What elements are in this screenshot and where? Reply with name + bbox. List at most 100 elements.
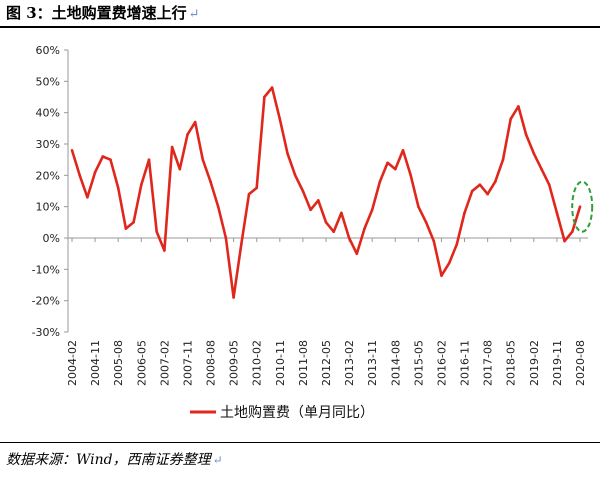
- data-point: [309, 208, 312, 212]
- data-point: [517, 105, 520, 108]
- data-point: [247, 192, 251, 196]
- data-point: [478, 183, 482, 186]
- data-point: [193, 120, 197, 124]
- data-point: [317, 199, 320, 202]
- data-point: [293, 174, 297, 177]
- y-axis: -30% -20% -10% 0% 10% 20% 30% 40% 50% 60%: [32, 44, 69, 339]
- data-point: [424, 221, 428, 224]
- data-point: [201, 158, 205, 161]
- data-point: [370, 208, 374, 212]
- annotation-layer: [571, 180, 594, 233]
- x-tick-label: 2009-05: [228, 340, 241, 386]
- data-point: [440, 274, 443, 277]
- y-tick-label: 50%: [36, 75, 60, 88]
- data-point: [109, 158, 112, 161]
- y-tick-label: -20%: [32, 295, 60, 308]
- x-tick-label: 2007-02: [158, 340, 171, 386]
- x-tick-label: 2014-08: [389, 340, 402, 386]
- y-tick-label: 20%: [36, 169, 60, 182]
- data-point: [278, 117, 282, 121]
- x-tick-label: 2020-08: [574, 340, 587, 386]
- data-point: [363, 227, 366, 230]
- data-point: [186, 133, 189, 136]
- figure-title: 图 3：土地购置费增速上行 ↵: [6, 2, 200, 23]
- data-point: [340, 211, 343, 215]
- x-tick-label: 2007-11: [181, 340, 194, 386]
- y-tick-label: 60%: [36, 44, 60, 57]
- data-point: [332, 230, 336, 233]
- y-tick-label: 40%: [36, 107, 60, 120]
- data-source-text: 数据来源：Wind，西南证券整理: [6, 452, 211, 468]
- data-point: [432, 239, 436, 243]
- series-layer: [70, 86, 582, 299]
- x-tick-label: 2015-05: [412, 340, 425, 386]
- data-point: [78, 174, 81, 177]
- data-point: [455, 243, 459, 246]
- data-source: 数据来源：Wind，西南证券整理 ↵: [6, 449, 223, 469]
- data-point: [347, 236, 351, 240]
- y-tick-label: 0%: [43, 232, 60, 245]
- y-tick-label: 30%: [36, 138, 60, 151]
- data-point: [70, 149, 74, 152]
- data-point: [378, 180, 382, 183]
- y-tick-label: 10%: [36, 201, 60, 214]
- x-tick-label: 2018-05: [505, 340, 518, 386]
- x-tick-label: 2019-11: [551, 340, 564, 386]
- data-point: [571, 230, 574, 233]
- data-point: [132, 221, 135, 224]
- x-tick-label: 2016-02: [435, 340, 448, 386]
- data-point: [463, 211, 466, 215]
- data-point: [409, 174, 413, 177]
- highlight-ellipse: [571, 180, 594, 233]
- data-point: [209, 180, 212, 183]
- data-point: [563, 239, 566, 243]
- data-point: [417, 205, 420, 208]
- data-point: [578, 205, 582, 208]
- x-tick-label: 2010-02: [251, 340, 264, 386]
- x-tick-label: 2010-11: [274, 340, 287, 386]
- x-tick-label: 2011-08: [297, 340, 310, 386]
- data-point: [301, 189, 305, 193]
- data-point: [170, 145, 174, 149]
- data-point: [263, 95, 266, 99]
- data-point: [255, 186, 258, 190]
- top-rule: [0, 26, 600, 28]
- x-tick-label: 2017-08: [482, 340, 495, 386]
- x-tick-label: 2005-08: [112, 340, 125, 386]
- data-point: [140, 183, 143, 186]
- data-point: [509, 117, 512, 121]
- bottom-rule: [0, 442, 600, 443]
- data-point: [355, 252, 359, 255]
- data-point: [401, 149, 405, 152]
- data-point: [386, 161, 389, 165]
- data-point: [93, 170, 97, 174]
- data-point: [555, 211, 559, 215]
- data-point: [547, 183, 551, 186]
- x-tick-label: 2013-02: [343, 340, 356, 386]
- data-point: [447, 261, 451, 265]
- x-tick-label: 2004-11: [89, 340, 102, 386]
- data-point: [394, 167, 397, 171]
- legend: 土地购置费（单月同比）: [190, 405, 374, 421]
- data-point: [163, 249, 166, 252]
- line-chart: -30% -20% -10% 0% 10% 20% 30% 40% 50% 60% 2004-02…: [32, 44, 594, 421]
- data-point: [155, 230, 158, 233]
- data-point: [240, 243, 243, 246]
- data-point: [124, 227, 128, 230]
- data-point: [178, 167, 182, 171]
- series-line: [70, 86, 582, 299]
- data-point: [486, 192, 489, 196]
- y-tick-label: -30%: [32, 326, 60, 339]
- data-point: [147, 158, 151, 161]
- data-point: [270, 86, 274, 89]
- data-point: [101, 155, 105, 158]
- data-point: [324, 221, 328, 224]
- x-tick-label: 2006-05: [135, 340, 148, 386]
- x-tick-label: 2013-11: [366, 340, 379, 386]
- x-axis: 2004-02 2004-11 2005-08 2006-05 2007-02 2007-…: [66, 237, 588, 386]
- data-point: [224, 236, 228, 240]
- data-point: [470, 189, 474, 193]
- legend-label: 土地购置费（单月同比）: [220, 405, 374, 421]
- data-point: [86, 196, 89, 199]
- data-point: [494, 180, 497, 183]
